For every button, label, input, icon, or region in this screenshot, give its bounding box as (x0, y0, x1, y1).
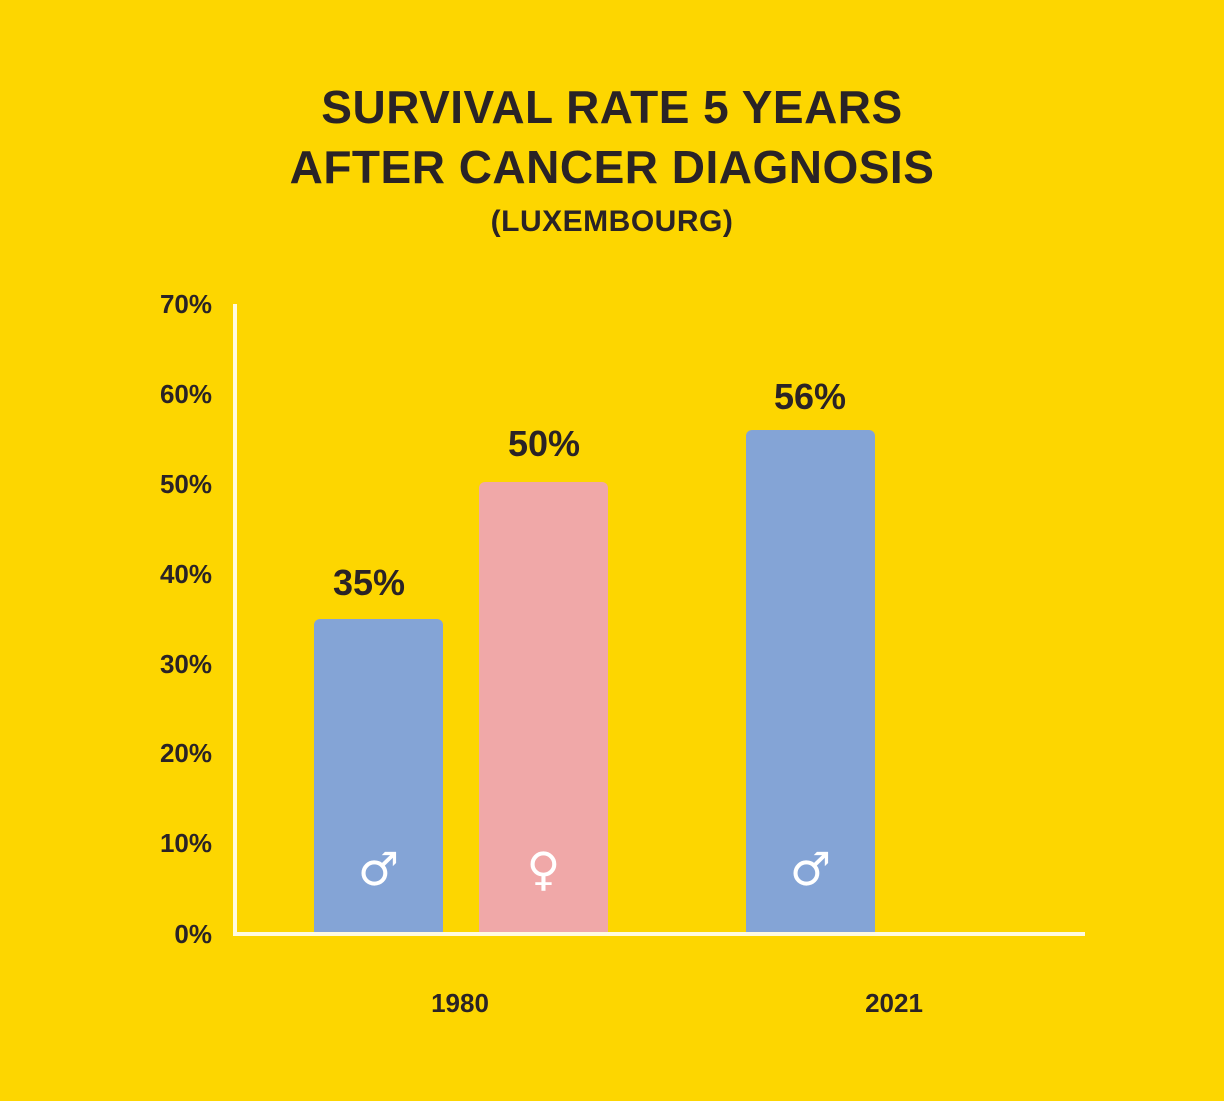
chart-title-line-1: SURVIVAL RATE 5 YEARS (321, 81, 903, 133)
chart-title-line-2: AFTER CANCER DIAGNOSIS (289, 141, 935, 193)
y-tick-40: 40% (159, 559, 212, 589)
bar-label-1980-female: 50% (507, 423, 581, 464)
bar-1980-male: ♂ (314, 619, 443, 932)
y-tick-70: 70% (159, 289, 212, 319)
male-icon: ♂ (789, 842, 832, 896)
y-tick-30: 30% (159, 649, 212, 679)
chart-subtitle: (LUXEMBOURG) (490, 205, 734, 238)
y-tick-20: 20% (159, 738, 212, 768)
y-tick-0: 0% (174, 919, 212, 949)
bar-2021-male: ♂ (746, 430, 875, 932)
y-tick-50: 50% (159, 469, 212, 499)
female-icon: ♀ (526, 842, 561, 896)
x-tick-1980: 1980 (431, 988, 489, 1018)
bar-label-1980-male: 35% (332, 562, 406, 603)
x-axis-line (233, 932, 1085, 936)
bar-label-2021-male: 56% (773, 376, 847, 417)
x-tick-2021: 2021 (865, 988, 923, 1018)
y-tick-60: 60% (159, 379, 212, 409)
bar-1980-female: ♀ (479, 482, 608, 932)
male-icon: ♂ (357, 842, 400, 896)
y-axis-line (233, 304, 237, 936)
y-tick-10: 10% (159, 828, 212, 858)
